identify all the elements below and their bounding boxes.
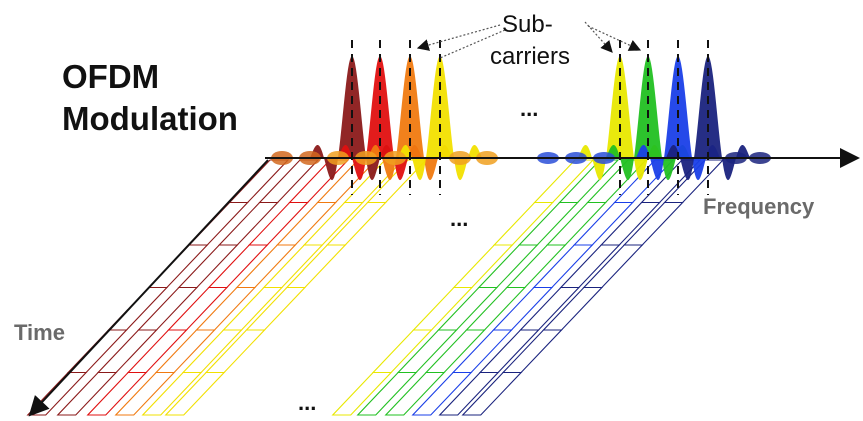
- spectrum-ellipsis: ...: [520, 96, 538, 121]
- grid-cell: [465, 286, 527, 331]
- grid-cell: [545, 201, 607, 246]
- grid-cell: [86, 371, 148, 416]
- subcarrier-pulse: [368, 56, 452, 181]
- grid-cell: [411, 371, 473, 416]
- grid-cell: [461, 371, 523, 416]
- grid-cell: [141, 371, 203, 416]
- subcarrier-pulse: [636, 56, 720, 181]
- grid-cell: [572, 201, 634, 246]
- grid-column: [331, 159, 595, 416]
- grid-cell: [451, 329, 513, 374]
- grid-cell: [331, 371, 393, 416]
- grid-cell: [492, 286, 554, 331]
- grid-cell: [438, 371, 500, 416]
- grid-cell: [275, 201, 337, 246]
- grid-cell: [384, 371, 446, 416]
- grid-column: [86, 159, 350, 416]
- title-line-2: Modulation: [62, 100, 238, 137]
- subcarrier-pulse: [666, 56, 750, 181]
- grid-cell: [505, 244, 567, 289]
- subcarrier-pulse: [606, 56, 690, 181]
- grid-cell: [356, 371, 418, 416]
- time-axis-label: Time: [14, 320, 65, 345]
- frequency-axis-label: Frequency: [703, 194, 815, 219]
- grid-cell: [114, 371, 176, 416]
- subcarrier-pulse: [578, 56, 662, 181]
- subcarrier-pulse: [338, 56, 422, 181]
- subcarriers-label-line-1: Sub-: [502, 11, 553, 38]
- grid-cell: [195, 286, 257, 331]
- grid-column: [411, 159, 675, 416]
- subcarrier-pointer-arrows: [416, 21, 642, 59]
- subcarriers-label-line-2: carriers: [490, 43, 570, 70]
- subcarrier-pulse: [398, 56, 482, 181]
- grid-cell: [164, 371, 226, 416]
- grid-ellipsis: ...: [450, 206, 468, 231]
- grid-cell: [532, 244, 594, 289]
- grid-cell: [235, 244, 297, 289]
- grid-cell: [424, 329, 486, 374]
- time-frequency-grids: [26, 159, 725, 416]
- time-axis: [28, 159, 269, 417]
- bottom-ellipsis: ...: [298, 390, 316, 415]
- title-line-1: OFDM: [62, 58, 159, 95]
- subcarrier-peak-markers: [351, 40, 709, 195]
- subcarrier-pulse: [310, 56, 394, 181]
- grid-column: [384, 159, 648, 416]
- grid-column: [438, 159, 702, 416]
- grid-column: [461, 159, 725, 416]
- subcarrier-spectra: [271, 56, 771, 181]
- grid-cell: [56, 371, 118, 416]
- grid-cell: [154, 329, 216, 374]
